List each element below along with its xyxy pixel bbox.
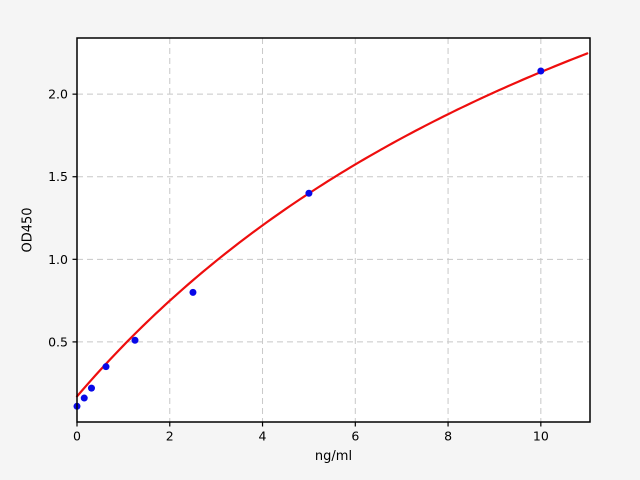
data-point [131,336,139,344]
x-tick-label: 10 [533,429,549,444]
x-tick-label: 2 [166,429,174,444]
y-tick-label: 1.0 [48,252,68,267]
y-tick-label: 0.5 [48,334,68,349]
data-point [102,363,110,371]
y-axis-label: OD450 [20,207,36,253]
data-point [189,288,197,296]
plot-border [76,37,591,423]
data-point [80,394,88,402]
data-point [537,67,545,75]
plot-area [77,38,590,422]
data-point [87,384,95,392]
y-tick-label: 1.5 [48,169,68,184]
x-tick-label: 8 [444,429,452,444]
x-tick-label: 6 [351,429,359,444]
x-axis-label: ng/ml [314,449,353,464]
x-tick-label: 4 [259,429,267,444]
fit-curve-line [75,52,589,398]
x-tick-label: 0 [73,429,81,444]
data-point [305,189,313,197]
y-tick-label: 2.0 [48,87,68,102]
